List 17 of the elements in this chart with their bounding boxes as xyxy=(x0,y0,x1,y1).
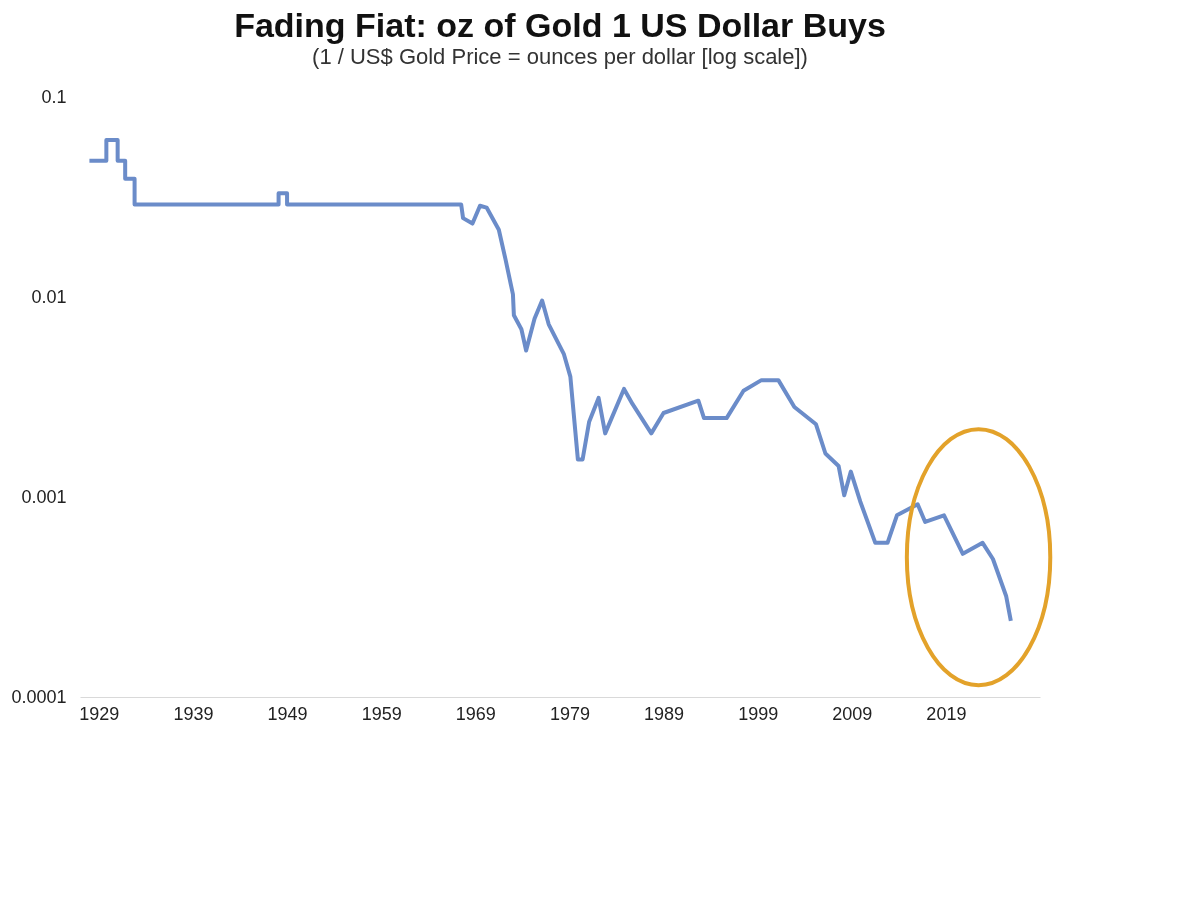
x-tick-label: 1939 xyxy=(173,703,214,724)
chart-title: Fading Fiat: oz of Gold 1 US Dollar Buys xyxy=(234,6,886,44)
x-tick-label: 1959 xyxy=(361,703,402,724)
x-tick-label: 1969 xyxy=(455,703,496,724)
x-tick-label: 1989 xyxy=(644,703,685,724)
x-tick-label: 1999 xyxy=(738,703,779,724)
y-tick-label: 0.1 xyxy=(41,86,67,107)
x-tick-label: 1929 xyxy=(79,703,120,724)
line-series xyxy=(87,137,1013,623)
x-tick-label: 2009 xyxy=(832,703,873,724)
x-tick-label: 1979 xyxy=(549,703,590,724)
x-tick-label: 2019 xyxy=(926,703,967,724)
y-tick-label: 0.01 xyxy=(31,286,67,307)
x-tick-label: 1949 xyxy=(267,703,308,724)
y-tick-label: 0.0001 xyxy=(11,686,67,707)
chart-subtitle: (1 / US$ Gold Price = ounces per dollar [log scale]) xyxy=(312,44,808,69)
y-tick-label: 0.001 xyxy=(21,486,67,507)
